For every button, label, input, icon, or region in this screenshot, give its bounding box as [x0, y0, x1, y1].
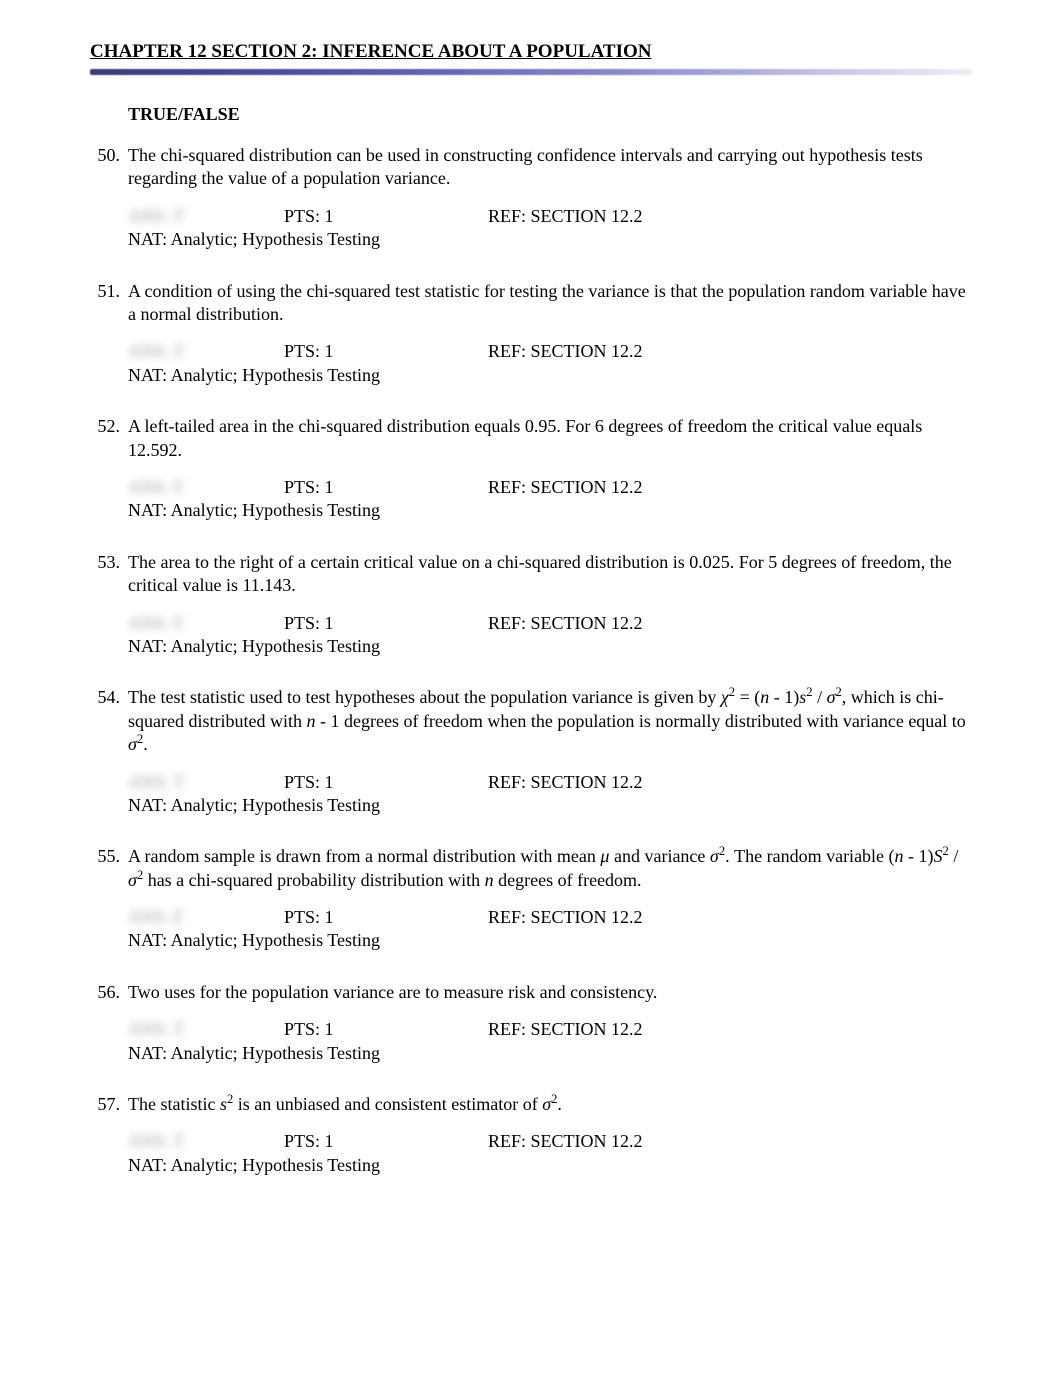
question-meta-row: ANS: FPTS: 1REF: SECTION 12.2: [128, 476, 972, 499]
nat-label: NAT: Analytic; Hypothesis Testing: [128, 228, 972, 251]
reference-label: REF: SECTION 12.2: [488, 612, 972, 635]
points-label: PTS: 1: [284, 340, 488, 363]
question-meta-row: ANS: TPTS: 1REF: SECTION 12.2: [128, 340, 972, 363]
question-number: 53.: [90, 551, 128, 673]
question-number: 54.: [90, 686, 128, 831]
question-body: The chi-squared distribution can be used…: [128, 144, 972, 266]
question-text: The test statistic used to test hypothes…: [128, 686, 972, 756]
question-meta-row: ANS: TPTS: 1REF: SECTION 12.2: [128, 1018, 972, 1041]
points-label: PTS: 1: [284, 1018, 488, 1041]
points-label: PTS: 1: [284, 1130, 488, 1153]
nat-label: NAT: Analytic; Hypothesis Testing: [128, 929, 972, 952]
nat-label: NAT: Analytic; Hypothesis Testing: [128, 1042, 972, 1065]
question-number: 52.: [90, 415, 128, 537]
question-number: 51.: [90, 280, 128, 402]
question-text: The chi-squared distribution can be used…: [128, 144, 972, 191]
question-text: Two uses for the population variance are…: [128, 981, 972, 1004]
question-number: 56.: [90, 981, 128, 1079]
question-meta-row: ANS: FPTS: 1REF: SECTION 12.2: [128, 612, 972, 635]
points-label: PTS: 1: [284, 476, 488, 499]
question-number: 50.: [90, 144, 128, 266]
section-heading: TRUE/FALSE: [128, 103, 972, 126]
question-meta-row: ANS: TPTS: 1REF: SECTION 12.2: [128, 205, 972, 228]
answer-blurred: ANS: F: [128, 906, 284, 929]
question-number: 55.: [90, 845, 128, 967]
question-text: A random sample is drawn from a normal d…: [128, 845, 972, 892]
answer-blurred: ANS: F: [128, 476, 284, 499]
question-text: A left-tailed area in the chi-squared di…: [128, 415, 972, 462]
question-item: 50.The chi-squared distribution can be u…: [90, 144, 972, 266]
answer-blurred: ANS: T: [128, 1018, 284, 1041]
nat-label: NAT: Analytic; Hypothesis Testing: [128, 364, 972, 387]
question-item: 53.The area to the right of a certain cr…: [90, 551, 972, 673]
points-label: PTS: 1: [284, 612, 488, 635]
title-underline-decoration: [90, 69, 972, 75]
answer-blurred: ANS: T: [128, 340, 284, 363]
question-body: Two uses for the population variance are…: [128, 981, 972, 1079]
question-text: The statistic s2 is an unbiased and cons…: [128, 1093, 972, 1116]
question-item: 56.Two uses for the population variance …: [90, 981, 972, 1079]
points-label: PTS: 1: [284, 906, 488, 929]
questions-container: 50.The chi-squared distribution can be u…: [90, 144, 972, 1191]
question-body: A random sample is drawn from a normal d…: [128, 845, 972, 967]
question-item: 51.A condition of using the chi-squared …: [90, 280, 972, 402]
question-item: 54.The test statistic used to test hypot…: [90, 686, 972, 831]
reference-label: REF: SECTION 12.2: [488, 1018, 972, 1041]
question-body: A left-tailed area in the chi-squared di…: [128, 415, 972, 537]
question-meta-row: ANS: TPTS: 1REF: SECTION 12.2: [128, 771, 972, 794]
nat-label: NAT: Analytic; Hypothesis Testing: [128, 499, 972, 522]
reference-label: REF: SECTION 12.2: [488, 771, 972, 794]
reference-label: REF: SECTION 12.2: [488, 340, 972, 363]
chapter-title: CHAPTER 12 SECTION 2: INFERENCE ABOUT A …: [90, 40, 972, 65]
question-body: The statistic s2 is an unbiased and cons…: [128, 1093, 972, 1191]
question-body: A condition of using the chi-squared tes…: [128, 280, 972, 402]
reference-label: REF: SECTION 12.2: [488, 476, 972, 499]
question-text: A condition of using the chi-squared tes…: [128, 280, 972, 327]
reference-label: REF: SECTION 12.2: [488, 1130, 972, 1153]
answer-blurred: ANS: T: [128, 205, 284, 228]
question-text: The area to the right of a certain criti…: [128, 551, 972, 598]
points-label: PTS: 1: [284, 205, 488, 228]
question-meta-row: ANS: FPTS: 1REF: SECTION 12.2: [128, 906, 972, 929]
nat-label: NAT: Analytic; Hypothesis Testing: [128, 794, 972, 817]
question-item: 55.A random sample is drawn from a norma…: [90, 845, 972, 967]
answer-blurred: ANS: T: [128, 1130, 284, 1153]
points-label: PTS: 1: [284, 771, 488, 794]
reference-label: REF: SECTION 12.2: [488, 906, 972, 929]
question-meta-row: ANS: TPTS: 1REF: SECTION 12.2: [128, 1130, 972, 1153]
nat-label: NAT: Analytic; Hypothesis Testing: [128, 635, 972, 658]
question-body: The test statistic used to test hypothes…: [128, 686, 972, 831]
question-item: 52.A left-tailed area in the chi-squared…: [90, 415, 972, 537]
reference-label: REF: SECTION 12.2: [488, 205, 972, 228]
question-number: 57.: [90, 1093, 128, 1191]
answer-blurred: ANS: F: [128, 612, 284, 635]
answer-blurred: ANS: T: [128, 771, 284, 794]
question-body: The area to the right of a certain criti…: [128, 551, 972, 673]
nat-label: NAT: Analytic; Hypothesis Testing: [128, 1154, 972, 1177]
question-item: 57.The statistic s2 is an unbiased and c…: [90, 1093, 972, 1191]
